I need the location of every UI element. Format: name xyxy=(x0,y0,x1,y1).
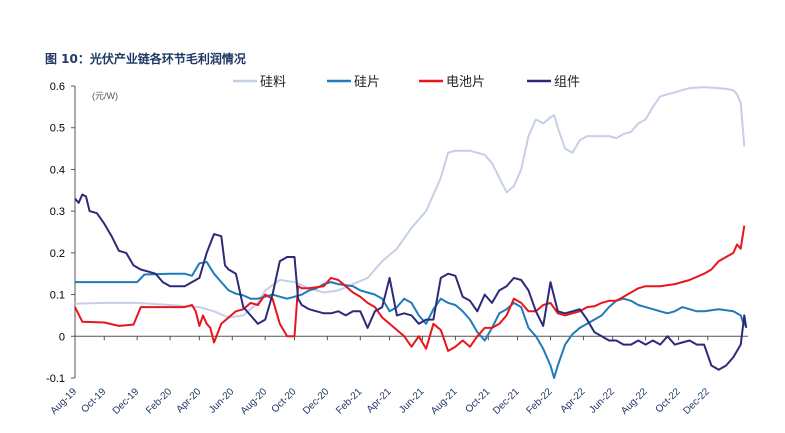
x-tick-label: Aug-22 xyxy=(619,386,650,417)
series-layer xyxy=(74,86,748,379)
y-tick-label: 0.6 xyxy=(50,81,65,93)
y-tick-label: -0.1 xyxy=(46,373,65,385)
x-tick-label: Apr-22 xyxy=(559,386,588,415)
x-tick-label: Oct-22 xyxy=(654,386,683,415)
x-tick-label: Aug-21 xyxy=(429,386,460,417)
x-tick-label: Feb-22 xyxy=(524,386,554,416)
y-axis: 0.6 0.5 0.4 0.3 0.2 0.1 0 -0.1 xyxy=(46,81,76,385)
unit-label: (元/W) xyxy=(92,91,118,101)
x-tick-label: Dec-19 xyxy=(111,386,142,417)
legend-label: 电池片 xyxy=(446,75,485,90)
y-tick-label: 0.1 xyxy=(50,290,65,302)
legend-label: 组件 xyxy=(554,75,580,90)
x-tick-label: Feb-21 xyxy=(334,386,364,416)
series-line-2 xyxy=(75,261,746,379)
x-tick-label: Dec-22 xyxy=(681,386,712,417)
x-tick-label: Jun-21 xyxy=(397,386,427,416)
x-tick-label: Apr-20 xyxy=(174,386,203,415)
x-tick-label: Oct-21 xyxy=(463,386,492,415)
series-line-4 xyxy=(74,193,748,371)
x-tick-label: Jun-20 xyxy=(207,386,237,416)
legend-label: 硅料 xyxy=(260,75,286,90)
x-tick-label: Dec-21 xyxy=(491,386,522,417)
x-tick-label: Oct-20 xyxy=(270,386,299,415)
y-tick-label: 0.4 xyxy=(50,164,65,176)
y-tick-label: 0.3 xyxy=(50,206,65,218)
x-tick-label: Aug-20 xyxy=(239,386,270,417)
x-tick-label: Dec-20 xyxy=(301,386,332,417)
chart-title: 图 10：光伏产业链各环节毛利润情况 xyxy=(45,51,246,66)
y-tick-label: 0 xyxy=(59,331,65,343)
legend-label: 硅片 xyxy=(354,75,380,90)
legend: 硅料 硅片 电池片 组件 xyxy=(233,75,580,90)
x-tick-label: Apr-21 xyxy=(365,386,394,415)
series-line-3 xyxy=(74,225,746,352)
series-line-1 xyxy=(74,86,746,319)
x-tick-label: Oct-19 xyxy=(79,386,108,415)
y-tick-label: 0.5 xyxy=(50,123,65,135)
x-tick-label: Feb-20 xyxy=(144,386,174,416)
y-tick-label: 0.2 xyxy=(50,248,65,260)
x-tick-label: Aug-19 xyxy=(49,386,80,417)
x-tick-label: Jun-22 xyxy=(587,386,617,416)
x-axis: Aug-19 Oct-19 Dec-19 Feb-20 Apr-20 Jun-20 Aug-… xyxy=(49,335,748,417)
